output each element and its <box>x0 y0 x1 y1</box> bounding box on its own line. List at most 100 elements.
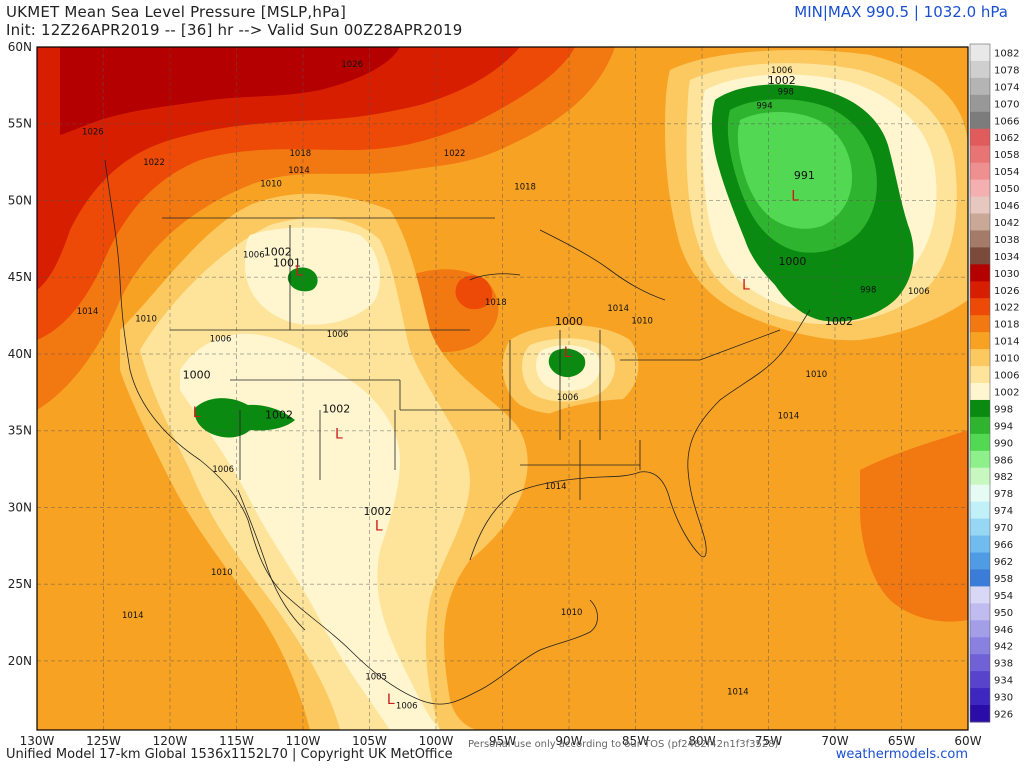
contour-label: 1010 <box>211 568 233 578</box>
contour-label: 994 <box>756 101 772 111</box>
band-1018-atlantic <box>860 430 968 622</box>
colorbar-swatch <box>970 111 990 130</box>
low-center-marker: L <box>791 188 799 204</box>
colorbar-swatch <box>970 416 990 435</box>
lon-tick-label: 65W <box>888 734 915 748</box>
contour-label: 1014 <box>545 482 567 492</box>
band-1030 <box>60 47 400 135</box>
colorbar-swatch <box>970 60 990 79</box>
colorbar-label: 990 <box>994 438 1013 449</box>
site-credit[interactable]: weathermodels.com <box>835 747 968 762</box>
lon-tick-label: 105W <box>352 734 387 748</box>
contour-label: 1006 <box>327 330 349 340</box>
contour-label: 1002 <box>265 408 293 421</box>
colorbar-swatch <box>970 552 990 570</box>
colorbar-swatch <box>970 179 990 198</box>
colorbar-label: 1026 <box>994 286 1019 297</box>
contour-label: 1014 <box>607 304 629 314</box>
colorbar-swatch <box>970 637 990 655</box>
contour-label: 1014 <box>77 307 99 317</box>
colorbar-swatch <box>970 705 990 723</box>
colorbar-label: 998 <box>994 404 1013 415</box>
colorbar-label: 1010 <box>994 354 1019 365</box>
lon-tick-label: 115W <box>219 734 254 748</box>
lon-tick-label: 110W <box>286 734 321 748</box>
colorbar-swatch <box>970 247 990 265</box>
colorbar-swatch <box>970 162 990 181</box>
colorbar-label: 1070 <box>994 99 1019 110</box>
lat-tick-label: 40N <box>8 347 32 361</box>
model-copyright: Unified Model 17-km Global 1536x1152L70 … <box>6 747 453 762</box>
colorbar-swatch <box>970 332 990 350</box>
colorbar-label: 958 <box>994 574 1013 585</box>
contour-label: 1014 <box>778 411 800 421</box>
colorbar-label: 970 <box>994 523 1013 534</box>
contour-label: 1018 <box>485 298 507 308</box>
colorbar-label: 926 <box>994 710 1013 721</box>
lat-tick-label: 20N <box>8 654 32 668</box>
low-center-marker: L <box>742 278 750 294</box>
colorbar-label: 934 <box>994 676 1013 687</box>
tos-notice: Personal use only according to our TOS (… <box>468 739 779 750</box>
colorbar-swatch <box>970 467 990 486</box>
colorbar-label: 1038 <box>994 235 1019 246</box>
pressure-colorbar: 1082 1078 1074 1070 1066 1062 1058 1054 1050 1046… <box>969 43 1019 723</box>
colorbar-label: 962 <box>994 557 1013 568</box>
colorbar-swatch <box>970 349 990 367</box>
longitude-axis: 130W 125W 120W 115W 110W 105W 100W 95W 90W 85W 80W… <box>20 734 982 748</box>
colorbar-label: 986 <box>994 455 1013 466</box>
contour-label: 1006 <box>396 702 418 712</box>
contour-label: 1018 <box>290 149 312 159</box>
colorbar-label: 974 <box>994 506 1013 517</box>
contour-label: 1010 <box>135 315 157 325</box>
contour-label: 998 <box>860 286 876 296</box>
map-title: UKMET Mean Sea Level Pressure [MSLP,hPa] <box>6 3 347 21</box>
band-1026 <box>37 47 520 290</box>
colorbar-label: 1006 <box>994 371 1019 382</box>
contour-label: 1005 <box>365 672 387 682</box>
latitude-axis: 60N 55N 50N 45N 40N 35N 30N 25N 20N <box>8 40 32 668</box>
colorbar-swatch <box>970 518 990 537</box>
colorbar-swatch <box>970 586 990 604</box>
lat-tick-label: 45N <box>8 270 32 284</box>
lat-tick-label: 60N <box>8 40 32 54</box>
colorbar-swatch <box>970 688 990 706</box>
contour-label: 1014 <box>727 688 749 698</box>
colorbar-swatch <box>970 484 990 503</box>
colorbar-label: 966 <box>994 540 1013 551</box>
contour-label: 1014 <box>288 166 310 176</box>
low-center-marker: L <box>564 345 572 361</box>
colorbar-swatch <box>970 603 990 621</box>
colorbar-swatch <box>970 281 990 299</box>
lon-tick-label: 80W <box>688 734 715 748</box>
min-max-readout: MIN|MAX 990.5 | 1032.0 hPa <box>794 3 1008 21</box>
colorbar-label: 954 <box>994 591 1013 602</box>
colorbar-label: 1022 <box>994 303 1019 314</box>
low-pressure-markers: L L L L L L L L <box>193 188 799 707</box>
contour-label: 1002 <box>768 74 796 87</box>
contour-label: 1010 <box>631 316 653 326</box>
green-998-nevada <box>194 398 295 438</box>
contour-label: 1006 <box>210 335 232 345</box>
colorbar-swatch <box>970 569 990 587</box>
colorbar-label: 1054 <box>994 167 1019 178</box>
colorbar-label: 1034 <box>994 252 1019 263</box>
contour-label: 1014 <box>122 611 144 621</box>
contour-label: 991 <box>794 169 815 182</box>
lat-tick-label: 25N <box>8 577 32 591</box>
colorbar-label: 942 <box>994 642 1013 653</box>
contour-label: 1022 <box>444 149 466 159</box>
colorbar-label: 1050 <box>994 184 1019 195</box>
colorbar-label: 930 <box>994 693 1013 704</box>
lon-tick-label: 120W <box>153 734 188 748</box>
colorbar-swatch <box>970 128 990 147</box>
colorbar-label: 938 <box>994 659 1013 670</box>
colorbar-label: 1062 <box>994 133 1019 144</box>
lat-tick-label: 35N <box>8 424 32 438</box>
contour-label: 1000 <box>778 255 806 268</box>
colorbar-swatch <box>970 535 990 553</box>
contour-label: 1006 <box>243 250 265 260</box>
contour-label: 1022 <box>143 158 165 168</box>
contour-label: 1026 <box>82 127 104 137</box>
colorbar-label: 994 <box>994 421 1013 432</box>
